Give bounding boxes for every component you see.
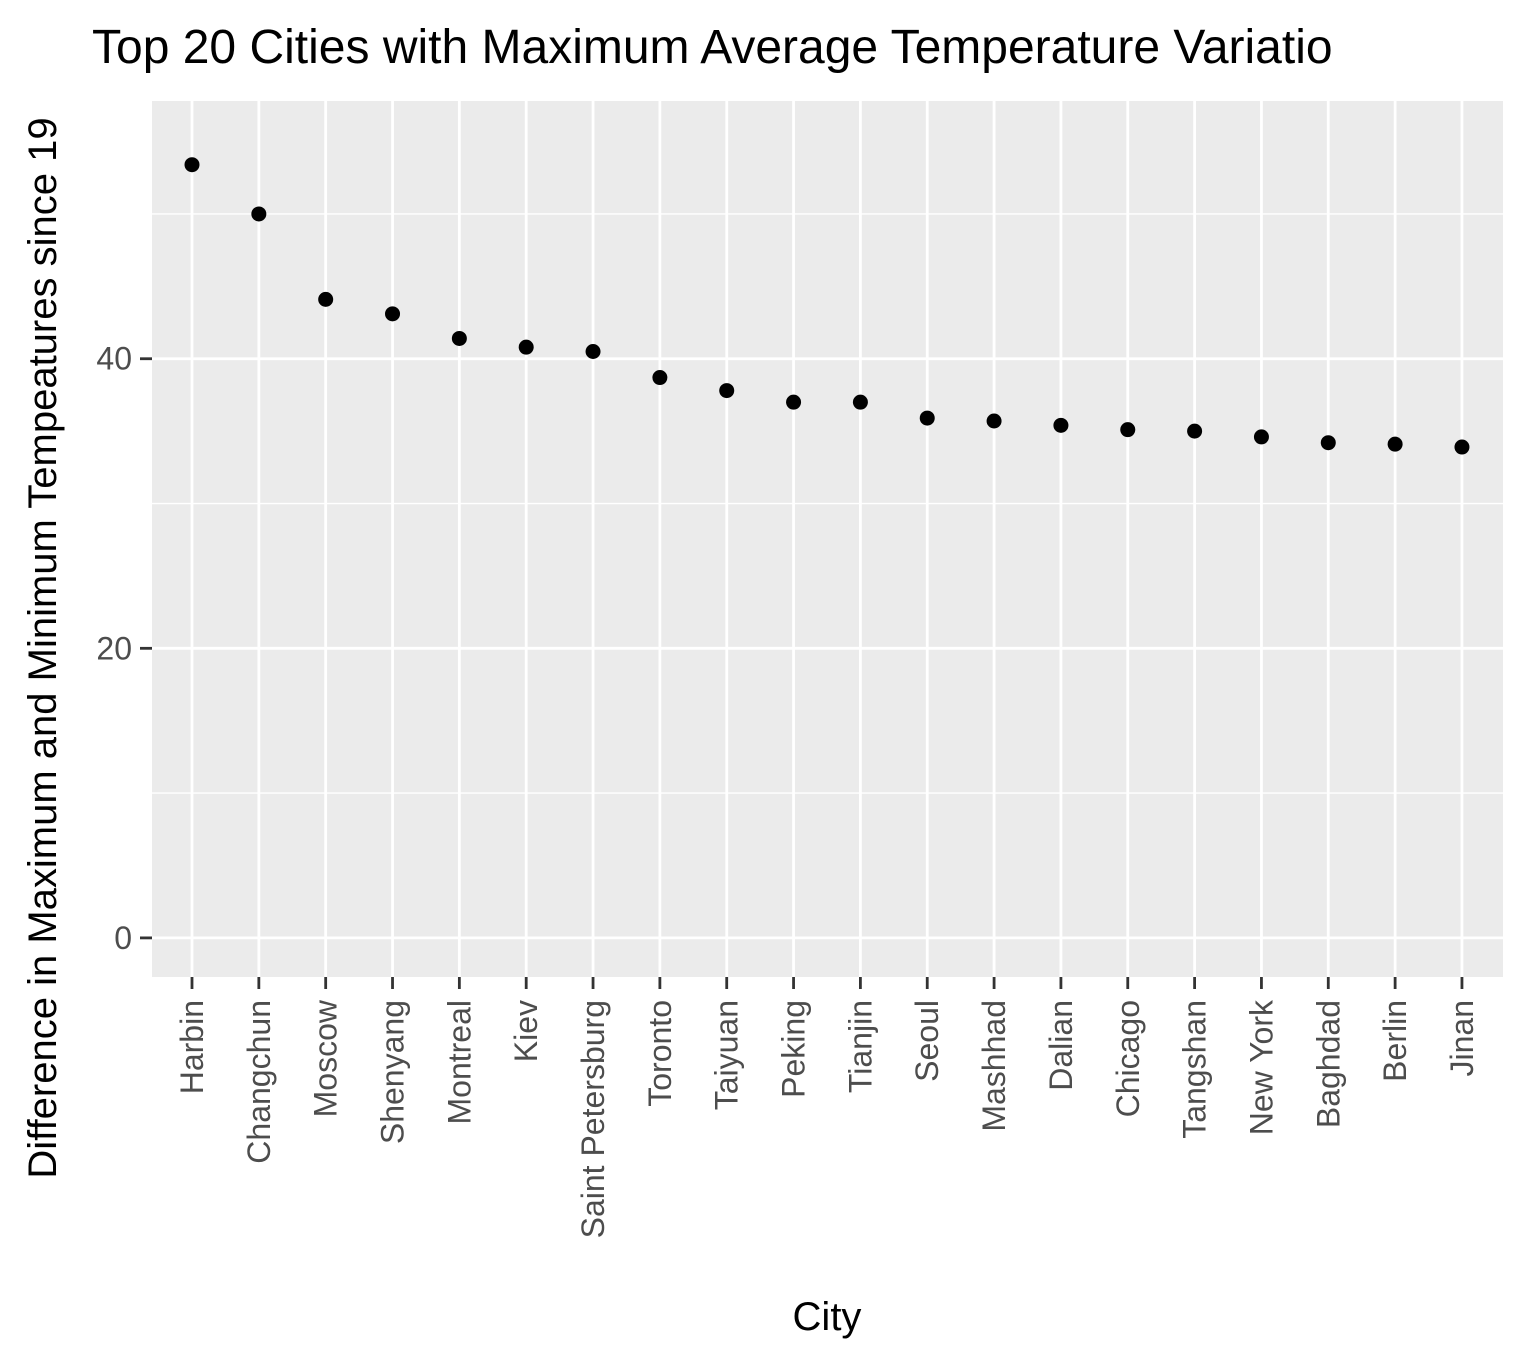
data-point [786,394,802,410]
data-point [1120,422,1136,438]
y-tick-label: 0 [114,920,132,956]
grid-lines [152,101,1503,977]
y-axis-title: Difference in Maximum and Minimum Tempea… [21,117,65,1178]
data-point [451,330,467,346]
x-tick-label: Kiev [508,1000,544,1062]
x-tick-label: Baghdad [1310,1000,1346,1128]
x-tick-label: New York [1243,999,1279,1135]
chart-title: Top 20 Cities with Maximum Average Tempe… [92,21,1333,74]
data-point [919,410,935,426]
x-tick-label: Taiyuan [709,1000,745,1110]
x-tick-label: Berlin [1377,1000,1413,1082]
x-tick-label: Saint Petersburg [575,1000,611,1238]
x-tick-label: Mashhad [976,1000,1012,1132]
data-point [318,291,334,307]
x-tick-label: Dalian [1043,1000,1079,1091]
data-point [852,394,868,410]
x-tick-label: Jinan [1444,1000,1480,1077]
data-point [1387,436,1403,452]
data-point [719,383,735,399]
data-point [184,157,200,173]
data-point [251,206,267,222]
y-tick-label: 40 [96,341,132,377]
data-point [385,306,401,322]
data-point [986,413,1002,429]
data-point [585,343,601,359]
data-point [1253,429,1269,445]
data-point [518,339,534,355]
data-point [652,370,668,386]
data-point [1053,417,1069,433]
y-tick-label: 20 [96,630,132,666]
data-point [1187,423,1203,439]
x-axis-title: City [793,1295,862,1339]
x-tick-label: Chicago [1110,1000,1146,1117]
x-tick-label: Toronto [642,1000,678,1107]
x-tick-label: Harbin [174,1000,210,1094]
x-tick-label: Peking [776,1000,812,1098]
plot-panel [152,101,1503,977]
x-tick-label: Seoul [909,1000,945,1082]
x-tick-label: Shenyang [375,1000,411,1144]
x-tick-label: Montreal [441,1000,477,1125]
data-points [184,157,1470,455]
axis-ticks: 0 20 40 Harbin Changchun Moscow Shenyang Montre… [96,341,1480,1239]
data-point [1454,439,1470,455]
x-tick-label: Changchun [241,1000,277,1164]
data-point [1320,435,1336,451]
x-tick-label: Tianjin [842,1000,878,1093]
x-tick-label: Moscow [308,999,344,1117]
x-tick-label: Tangshan [1177,1000,1213,1139]
